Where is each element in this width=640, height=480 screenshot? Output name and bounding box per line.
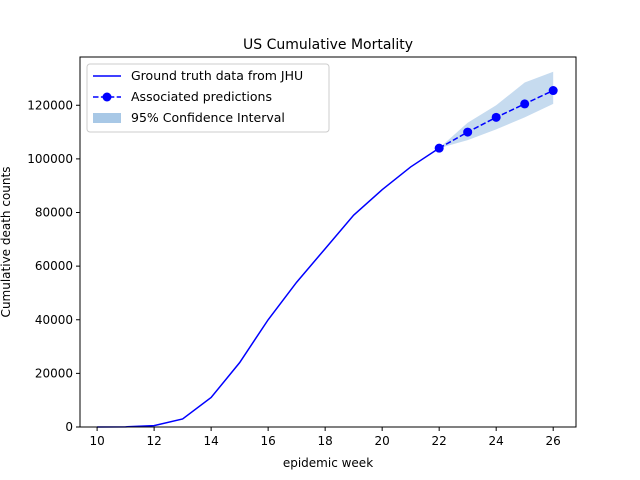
series-marker-layer bbox=[434, 86, 558, 153]
y-tick-label: 0 bbox=[65, 420, 73, 434]
series-line-0 bbox=[97, 147, 440, 428]
x-tick-label: 20 bbox=[375, 434, 390, 448]
y-tick-label: 100000 bbox=[27, 152, 73, 166]
y-tick-label: 40000 bbox=[35, 313, 73, 327]
prediction-point bbox=[491, 112, 501, 122]
legend: Ground truth data from JHU Associated pr… bbox=[86, 63, 330, 133]
prediction-point bbox=[463, 127, 473, 137]
x-axis-label: epidemic week bbox=[283, 456, 373, 470]
y-tick-label: 80000 bbox=[35, 206, 73, 220]
prediction-point bbox=[520, 99, 530, 109]
prediction-point bbox=[434, 143, 444, 153]
x-tick-label: 24 bbox=[489, 434, 504, 448]
axes-layer: 10 12 14 16 18 20 22 24 26 0 20000 40000 60000 80000 1… bbox=[27, 56, 577, 448]
x-tick-label: 14 bbox=[203, 434, 218, 448]
x-tick-label: 22 bbox=[432, 434, 447, 448]
legend-swatch-confidence bbox=[93, 113, 121, 123]
prediction-point bbox=[548, 86, 558, 96]
legend-frame bbox=[86, 63, 330, 133]
legend-label-confidence: 95% Confidence Interval bbox=[131, 110, 285, 125]
x-tick-label: 18 bbox=[318, 434, 333, 448]
y-tick-label: 60000 bbox=[35, 259, 73, 273]
x-tick-label: 26 bbox=[546, 434, 561, 448]
x-tick-label: 12 bbox=[146, 434, 161, 448]
legend-label-ground-truth: Ground truth data from JHU bbox=[131, 68, 303, 83]
y-tick-label: 120000 bbox=[27, 98, 73, 112]
plot-frame bbox=[79, 56, 577, 428]
y-tick-label: 20000 bbox=[35, 366, 73, 380]
legend-marker-predictions bbox=[102, 92, 112, 102]
x-tick-label: 16 bbox=[260, 434, 275, 448]
chart-title: US Cumulative Mortality bbox=[243, 37, 413, 53]
x-tick-label: 10 bbox=[89, 434, 104, 448]
legend-label-predictions: Associated predictions bbox=[131, 89, 272, 104]
y-axis-label: Cumulative death counts bbox=[0, 167, 13, 318]
